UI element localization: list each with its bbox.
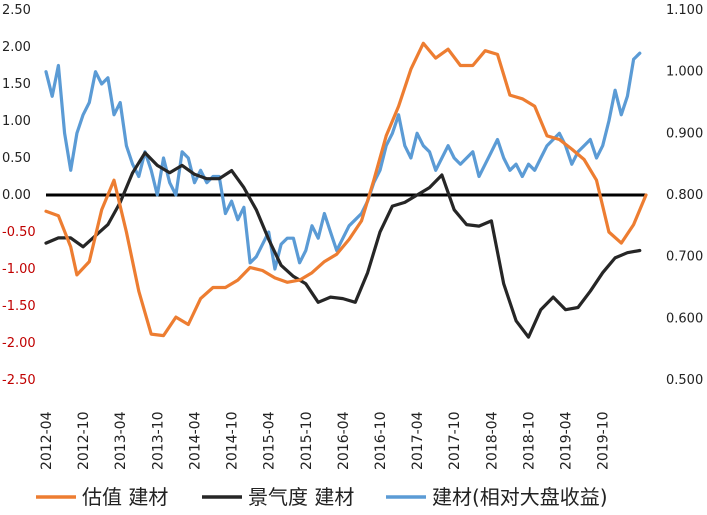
y-right-tick-label: 1.100 [666, 3, 703, 18]
y-right-tick-label: 0.700 [666, 250, 703, 265]
x-tick-label: 2018-10 [521, 412, 537, 471]
y-left-tick-label: -2.00 [2, 336, 36, 351]
y-left-tick-label: -2.50 [2, 373, 36, 388]
x-tick-label: 2012-10 [76, 412, 92, 471]
series-line-2 [44, 51, 642, 271]
x-tick-label: 2014-04 [187, 411, 203, 470]
x-tick-label: 2012-04 [39, 411, 55, 470]
legend-label: 估值 建材 [82, 485, 168, 509]
legend-label: 景气度 建材 [248, 485, 354, 509]
x-tick-label: 2017-10 [447, 412, 463, 471]
x-tick-label: 2019-04 [559, 411, 575, 470]
y-left-tick-label: 2.50 [2, 3, 31, 18]
x-tick-label: 2018-04 [484, 411, 500, 470]
y-right-axis: 1.100 1.000 0.900 0.800 0.700 0.600 0.500 [666, 3, 703, 388]
y-left-tick-label: 2.00 [2, 40, 31, 55]
x-tick-label: 2019-10 [596, 412, 612, 471]
y-left-tick-label: 1.50 [2, 77, 31, 92]
x-tick-label: 2015-10 [299, 412, 315, 471]
x-tick-label: 2013-10 [150, 412, 166, 471]
y-right-tick-label: 0.900 [666, 126, 703, 141]
y-left-tick-label: 0.00 [2, 188, 31, 203]
y-left-tick-label: -0.50 [2, 225, 36, 240]
y-left-tick-label: -1.00 [2, 262, 36, 277]
series-line-0 [44, 41, 648, 338]
x-tick-label: 2017-04 [410, 411, 426, 470]
legend: 估值 建材 景气度 建材 建材(相对大盘收益) [36, 485, 608, 509]
y-right-tick-label: 0.600 [666, 311, 703, 326]
x-tick-label: 2016-10 [373, 412, 389, 471]
y-left-tick-label: 1.00 [2, 114, 31, 129]
y-right-tick-label: 1.000 [666, 65, 703, 80]
legend-label: 建材(相对大盘收益) [432, 485, 608, 509]
x-axis: 2012-04 2012-10 2013-04 2013-10 2014-04 2014-… [39, 411, 612, 470]
y-left-tick-label: 0.50 [2, 151, 31, 166]
x-tick-label: 2013-04 [113, 411, 129, 470]
series-layer [44, 41, 648, 339]
x-tick-label: 2014-10 [225, 412, 241, 471]
y-left-axis: 2.50 2.00 1.50 1.00 0.50 0.00 -0.50 -1.00 -1.50 -… [2, 3, 646, 388]
y-left-tick-label: -1.50 [2, 299, 36, 314]
series-line-1 [44, 151, 642, 339]
y-right-tick-label: 0.500 [666, 373, 703, 388]
x-tick-label: 2016-04 [336, 411, 352, 470]
y-right-tick-label: 0.800 [666, 188, 703, 203]
x-tick-label: 2015-04 [262, 411, 278, 470]
